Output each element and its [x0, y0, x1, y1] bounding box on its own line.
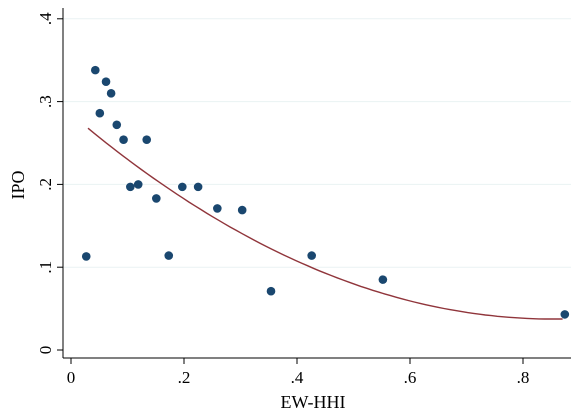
tick-labels: 0 .1 .2 .3 .4 0 .2 .4 .6 .8 — [36, 12, 529, 387]
data-point — [133, 180, 143, 189]
data-point — [81, 252, 91, 261]
data-point — [560, 310, 570, 319]
y-tick-label: .2 — [36, 178, 55, 191]
y-tick-label: .4 — [36, 12, 55, 25]
y-axis-title: IPO — [8, 170, 28, 199]
data-point — [119, 135, 128, 144]
data-point — [90, 65, 100, 75]
data-point — [266, 286, 276, 296]
x-tick-label: .6 — [404, 368, 417, 387]
y-tick-label: .3 — [36, 95, 55, 108]
data-point — [237, 205, 247, 215]
x-tick-label: .4 — [291, 368, 304, 387]
axes — [57, 8, 571, 364]
data-points — [81, 65, 570, 319]
data-point — [106, 89, 116, 98]
fitted-curve — [87, 127, 563, 320]
x-tick-label: 0 — [67, 368, 76, 387]
data-point — [112, 120, 122, 130]
data-point — [378, 275, 388, 284]
y-tick-label: 0 — [36, 346, 55, 355]
data-point — [164, 251, 174, 260]
data-point — [193, 182, 203, 192]
y-tick-label: .1 — [36, 261, 55, 274]
data-point — [101, 77, 111, 87]
fit-curve-layer — [87, 127, 563, 320]
data-point — [95, 108, 105, 118]
data-point — [142, 135, 152, 144]
data-point — [307, 251, 316, 260]
data-point — [213, 204, 222, 213]
data-point — [178, 182, 187, 192]
x-axis-title: EW-HHI — [281, 392, 346, 412]
data-point — [152, 194, 161, 203]
x-tick-label: .2 — [178, 368, 191, 387]
x-tick-label: .8 — [517, 368, 530, 387]
grid-lines — [63, 18, 571, 268]
data-point — [126, 182, 135, 192]
